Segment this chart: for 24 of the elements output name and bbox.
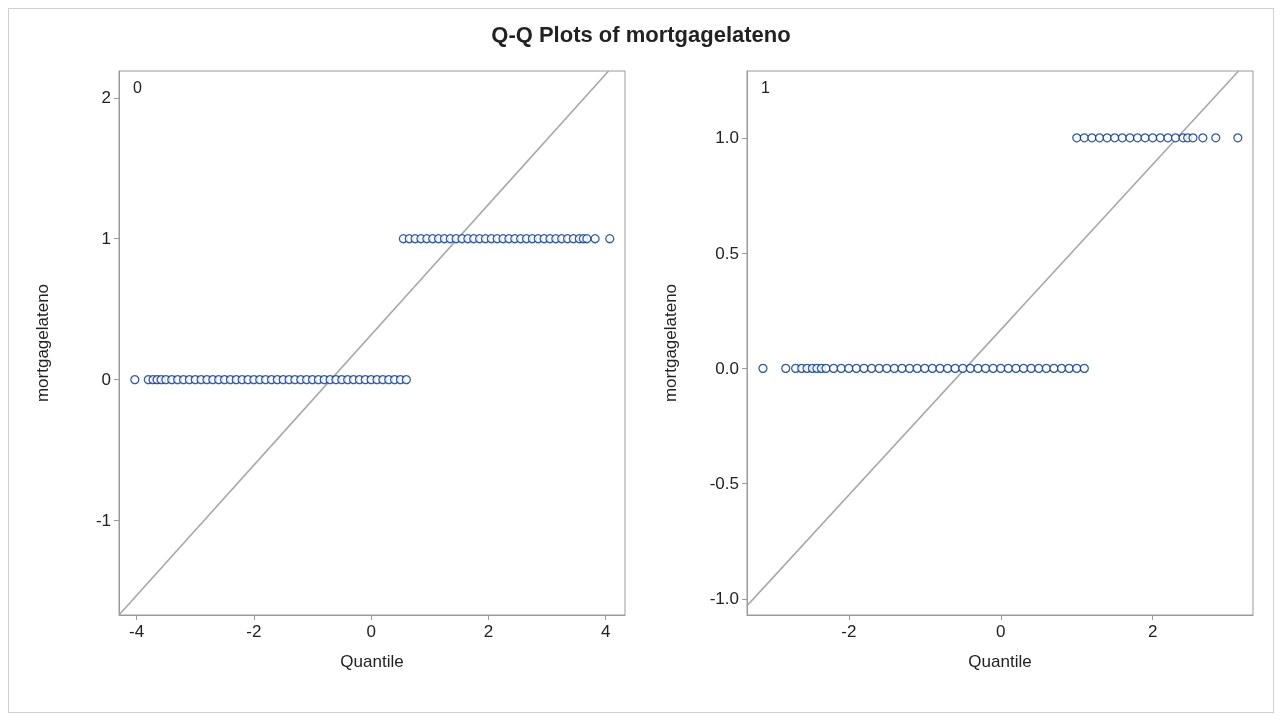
x-axis-title: Quantile — [340, 652, 404, 671]
y-tick-label: -0.5 — [709, 474, 739, 494]
x-tick-label: 0 — [366, 622, 376, 641]
annotation: 1 — [761, 78, 770, 96]
y-tick-label: 2 — [101, 88, 111, 108]
x-tick-label: -2 — [246, 622, 262, 641]
y-tick-label: 0.5 — [715, 243, 739, 263]
x-tick-label: 2 — [1147, 622, 1158, 641]
x-tick-label: 4 — [600, 622, 611, 641]
x-axis-title: Quantile — [968, 652, 1032, 671]
y-tick-label: 1.0 — [715, 128, 739, 148]
x-tick-label: 2 — [483, 622, 494, 641]
x-tick-label: -2 — [841, 622, 857, 641]
annotation: 0 — [133, 78, 142, 96]
chart-title: Q-Q Plots of mortgagelateno — [490, 21, 792, 49]
x-tick-label: 0 — [996, 622, 1006, 641]
x-tick-label: -4 — [129, 622, 145, 641]
y-tick-label: -1 — [95, 511, 111, 531]
y-tick-label: -1.0 — [709, 589, 739, 609]
y-tick-label: 0 — [101, 370, 111, 390]
y-axis-title: mortgagelateno — [33, 283, 52, 403]
y-tick-label: 1 — [101, 229, 111, 249]
y-tick-label: 0.0 — [715, 358, 739, 378]
y-axis-title: mortgagelateno — [661, 283, 680, 403]
